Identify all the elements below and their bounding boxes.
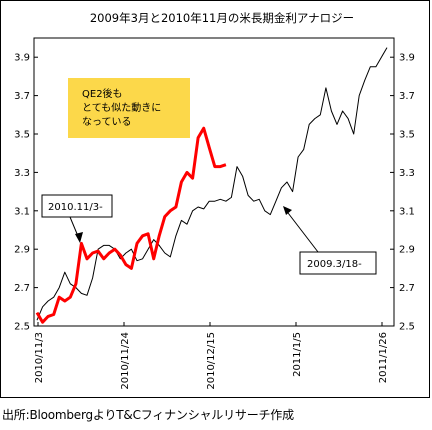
- x-tick-label: 2010/11/3: [34, 332, 45, 383]
- y-tick-left-label: 3.5: [14, 130, 30, 141]
- y-tick-right-label: 3.7: [399, 91, 415, 102]
- qe2-line-1: QE2後も: [82, 87, 123, 100]
- y-tick-left-label: 3.1: [14, 206, 30, 217]
- callout-right-box: [299, 251, 377, 275]
- y-tick-left-label: 3.9: [14, 53, 30, 64]
- qe2-annotation: QE2後も とても似た動きに なっている: [68, 78, 190, 138]
- callout-right-arrowhead: [283, 206, 292, 215]
- callout-left-text: 2010.11/3-: [48, 202, 103, 213]
- chart-frame: [0, 0, 430, 398]
- x-tick-label: 2010/12/15: [206, 332, 217, 390]
- y-tick-left-label: 2.9: [14, 245, 30, 256]
- x-tick-label: 2011/1/5: [292, 332, 303, 377]
- callout-right: 2009.3/18-: [283, 206, 377, 275]
- y-axis-left: 3.9 3.7 3.5 3.3 3.1 2.9 2.7 2.5: [14, 53, 38, 333]
- qe2-box: [68, 78, 190, 138]
- y-tick-right-label: 3.5: [399, 130, 415, 141]
- y-tick-right-label: 2.7: [399, 283, 415, 294]
- x-tick-label: 2010/11/24: [120, 332, 131, 390]
- y-tick-right-label: 3.1: [399, 206, 415, 217]
- y-tick-left-label: 3.7: [14, 91, 30, 102]
- y-tick-right-label: 2.9: [399, 245, 415, 256]
- y-tick-right-label: 3.3: [399, 168, 415, 179]
- callout-right-text: 2009.3/18-: [307, 259, 362, 270]
- line-chart: 2009年3月と2010年11月の米長期金利アナロジー 3.9 3.7 3.5 3.3…: [14, 11, 415, 390]
- x-axis: 2010/11/3 2010/11/24 2010/12/15 2011/1/5 201…: [34, 322, 389, 390]
- x-tick-label: 2011/1/26: [378, 332, 389, 383]
- chart-title: 2009年3月と2010年11月の米長期金利アナロジー: [90, 11, 354, 25]
- y-tick-left-label: 2.5: [14, 322, 30, 333]
- y-tick-left-label: 2.7: [14, 283, 30, 294]
- y-tick-right-label: 3.9: [399, 53, 415, 64]
- qe2-line-3: なっている: [82, 116, 132, 128]
- plot-area: [33, 37, 395, 327]
- y-tick-left-label: 3.3: [14, 168, 30, 179]
- source-note: 出所:BloombergよりT&Cフィナンシャルリサーチ作成: [2, 408, 294, 422]
- callout-left-arrowhead: [75, 232, 83, 243]
- series-line-1: [36, 47, 388, 321]
- qe2-line-2: とても似た動きに: [82, 101, 161, 114]
- y-axis-right: 3.9 3.7 3.5 3.3 3.1 2.9 2.7 2.5: [390, 53, 415, 333]
- callout-left: 2010.11/3-: [41, 194, 113, 243]
- callout-left-box: [41, 194, 113, 218]
- y-tick-right-label: 2.5: [399, 322, 415, 333]
- series-line-2: [35, 126, 227, 324]
- series-layer: [35, 47, 388, 324]
- callout-right-pointer: [284, 208, 319, 253]
